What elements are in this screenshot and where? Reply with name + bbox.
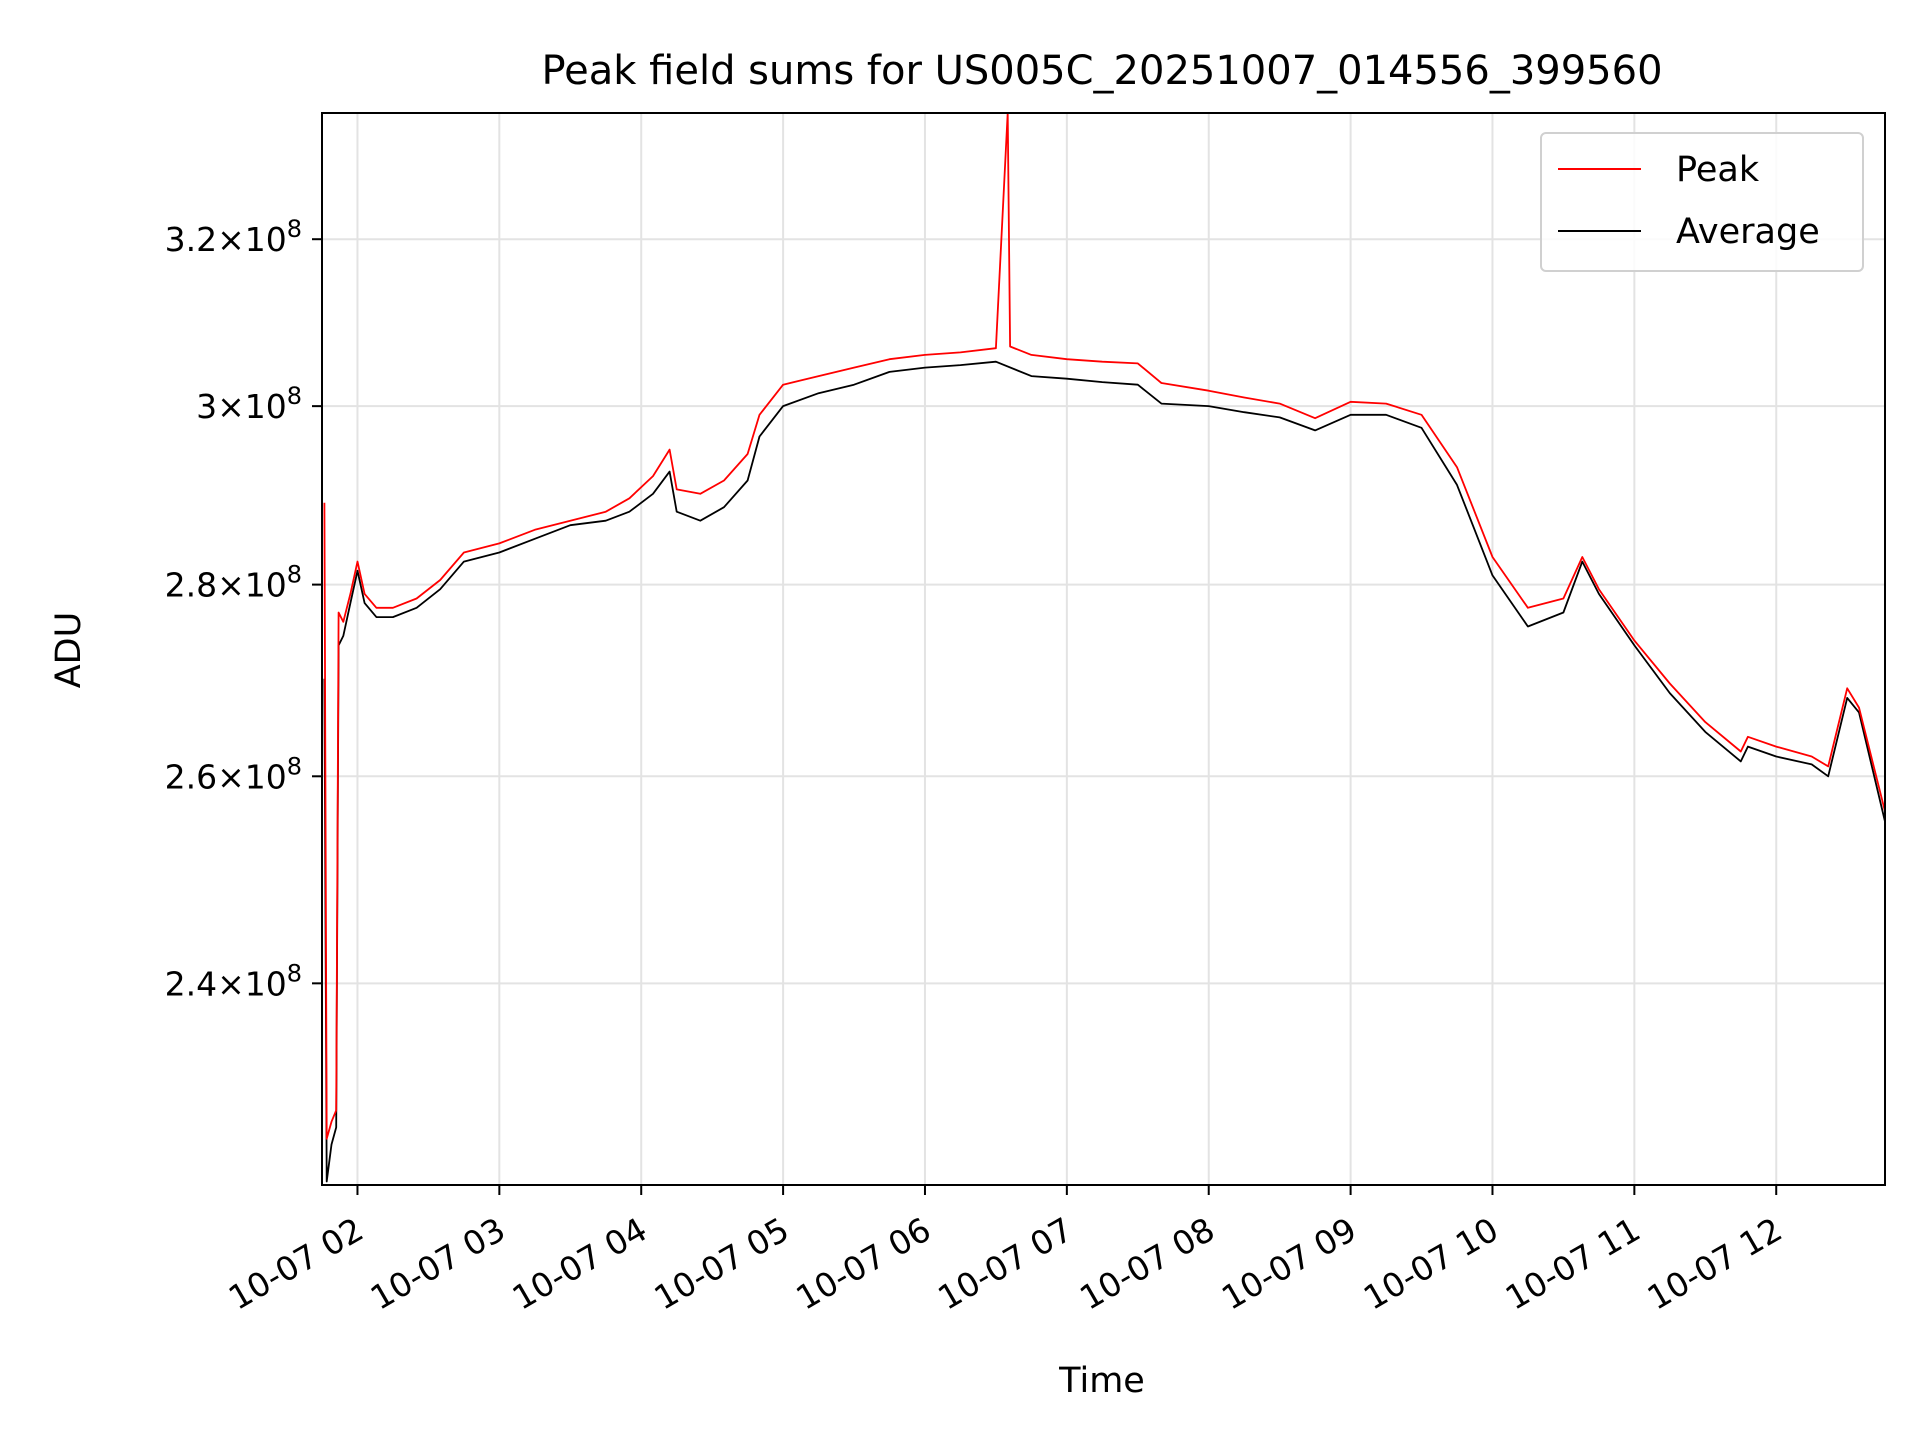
y-tick-label: 2.8×108 — [165, 561, 302, 605]
series-line-peak — [323, 113, 1885, 1140]
y-tick-label: 2.4×108 — [165, 959, 302, 1003]
y-tick-label: 3.2×108 — [165, 215, 302, 259]
legend-box — [1540, 132, 1864, 272]
x-axis-label: Time — [1058, 1361, 1145, 1401]
grid — [322, 113, 1885, 1185]
series-line-average — [323, 360, 1885, 1183]
legend: Peak Average — [1540, 132, 1864, 272]
y-axis-label: ADU — [49, 612, 89, 689]
y-tick-label: 2.6×108 — [165, 752, 302, 796]
y-axis: 2.4×108 2.6×108 2.8×108 3×108 3.2×108 — [165, 215, 322, 1003]
legend-label-average: Average — [1676, 212, 1820, 252]
chart-title: Peak field sums for US005C_20251007_0145… — [541, 48, 1662, 94]
axes-frame — [321, 112, 1886, 1186]
y-tick-label: 3×108 — [196, 382, 302, 426]
plot-area — [323, 113, 1885, 1183]
legend-label-peak: Peak — [1676, 150, 1760, 190]
